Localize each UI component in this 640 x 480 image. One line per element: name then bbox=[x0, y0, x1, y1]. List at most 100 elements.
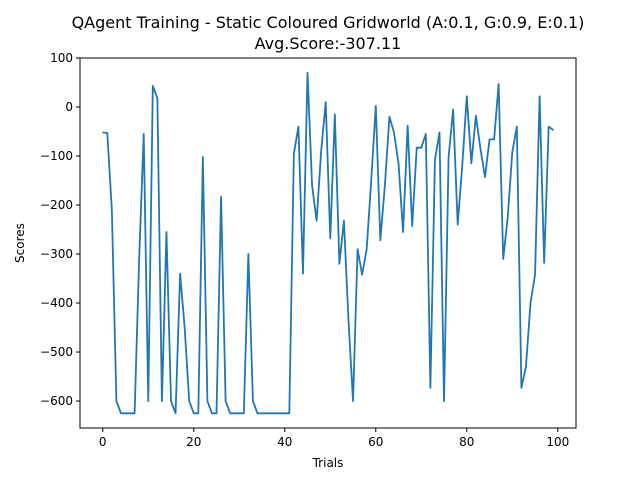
data-point bbox=[443, 400, 445, 402]
data-point bbox=[115, 400, 118, 402]
y-tick-label: 100 bbox=[50, 51, 73, 65]
data-point bbox=[215, 412, 218, 414]
data-point bbox=[493, 138, 495, 140]
data-point bbox=[452, 108, 454, 111]
data-point bbox=[461, 165, 463, 167]
data-point bbox=[502, 258, 504, 260]
data-point bbox=[234, 412, 236, 414]
data-point bbox=[470, 162, 472, 164]
data-point bbox=[543, 262, 545, 264]
data-point bbox=[220, 196, 222, 198]
data-point bbox=[120, 412, 122, 414]
data-point bbox=[279, 412, 281, 414]
data-point bbox=[111, 209, 113, 211]
x-tick-label: 40 bbox=[277, 435, 292, 449]
data-point bbox=[202, 156, 204, 158]
data-point bbox=[275, 412, 277, 414]
data-point bbox=[265, 412, 268, 414]
data-point bbox=[102, 131, 104, 134]
data-point bbox=[134, 412, 136, 414]
data-point bbox=[484, 176, 486, 178]
data-point bbox=[407, 125, 409, 127]
data-point bbox=[311, 184, 313, 187]
data-point bbox=[156, 97, 158, 99]
data-point bbox=[211, 412, 213, 414]
data-point bbox=[270, 412, 272, 414]
data-point bbox=[416, 147, 418, 149]
data-point bbox=[138, 258, 140, 260]
y-tick-label: −600 bbox=[40, 394, 73, 408]
data-point bbox=[479, 148, 482, 150]
y-tick-label: −400 bbox=[40, 296, 73, 310]
data-point bbox=[261, 412, 263, 414]
data-point bbox=[388, 116, 391, 118]
data-point bbox=[420, 147, 422, 149]
data-point bbox=[379, 239, 381, 241]
y-tick-label: 0 bbox=[65, 100, 73, 114]
data-point bbox=[302, 273, 304, 275]
data-point bbox=[129, 412, 131, 414]
x-axis-ticks: 0 20 40 60 80 100 bbox=[99, 428, 569, 449]
chart-subtitle: Avg.Score:-307.11 bbox=[255, 34, 402, 53]
data-point bbox=[347, 319, 350, 321]
data-point bbox=[466, 95, 468, 97]
data-point bbox=[525, 366, 527, 368]
y-axis-label: Scores bbox=[13, 223, 27, 263]
data-point bbox=[252, 400, 254, 402]
data-point bbox=[516, 126, 518, 128]
data-point bbox=[206, 400, 209, 402]
data-point bbox=[488, 138, 491, 140]
data-point bbox=[329, 237, 331, 239]
data-point bbox=[334, 113, 336, 115]
data-point bbox=[384, 184, 386, 187]
data-point bbox=[306, 72, 309, 74]
plot-area-frame bbox=[79, 57, 577, 429]
data-point bbox=[529, 302, 532, 304]
data-point bbox=[293, 152, 295, 155]
data-point bbox=[434, 159, 436, 161]
data-point bbox=[288, 412, 290, 414]
data-point bbox=[193, 412, 195, 414]
data-point bbox=[170, 400, 172, 402]
data-point bbox=[361, 274, 363, 276]
x-tick-label: 80 bbox=[459, 435, 474, 449]
data-point bbox=[238, 412, 240, 414]
data-point bbox=[143, 133, 145, 135]
data-point bbox=[548, 126, 550, 128]
data-point bbox=[370, 179, 372, 182]
y-tick-label: −300 bbox=[40, 247, 73, 261]
x-tick-label: 60 bbox=[368, 435, 383, 449]
data-point bbox=[297, 126, 300, 128]
data-point bbox=[475, 115, 477, 117]
data-point bbox=[411, 225, 413, 227]
data-point bbox=[243, 412, 245, 414]
data-point bbox=[507, 216, 509, 218]
data-point bbox=[147, 400, 149, 402]
y-tick-label: −100 bbox=[40, 149, 73, 163]
data-point bbox=[429, 387, 431, 389]
data-point bbox=[174, 412, 177, 414]
data-point bbox=[352, 400, 354, 402]
data-point bbox=[284, 412, 286, 414]
series-line-0 bbox=[102, 71, 554, 415]
data-point bbox=[256, 412, 259, 414]
data-point bbox=[402, 231, 404, 233]
y-tick-label: −500 bbox=[40, 345, 73, 359]
data-point bbox=[520, 387, 522, 389]
data-point bbox=[498, 83, 500, 85]
data-point bbox=[397, 162, 400, 164]
data-point bbox=[538, 95, 541, 97]
data-point bbox=[325, 101, 327, 103]
data-point bbox=[152, 85, 154, 87]
data-point bbox=[188, 400, 190, 402]
chart-title: QAgent Training - Static Coloured Gridwo… bbox=[72, 13, 585, 32]
data-point bbox=[320, 150, 322, 152]
data-point bbox=[197, 412, 199, 414]
data-point bbox=[247, 253, 249, 255]
x-tick-label: 20 bbox=[186, 435, 201, 449]
x-tick-label: 0 bbox=[99, 435, 107, 449]
y-tick-label: −200 bbox=[40, 198, 73, 212]
data-point bbox=[438, 131, 441, 134]
data-point bbox=[447, 156, 450, 158]
